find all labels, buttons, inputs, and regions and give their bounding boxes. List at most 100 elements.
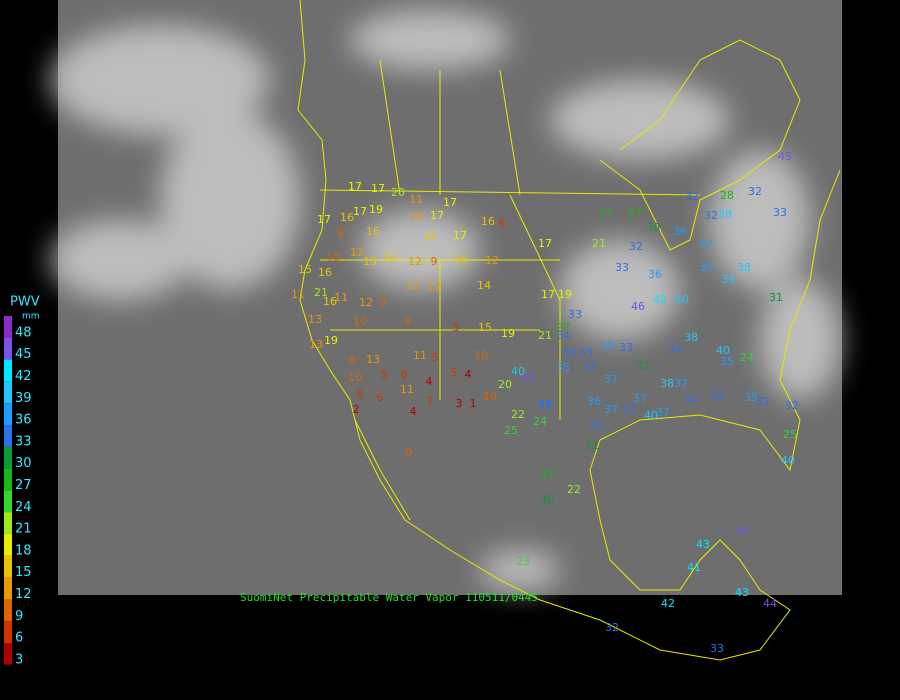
station-value: 11 (334, 291, 348, 304)
station-value: 7 (427, 395, 434, 408)
station-value: 33 (568, 308, 582, 321)
station-value: 10 (474, 349, 488, 362)
station-value: 8 (349, 353, 356, 366)
legend-label: 12 (15, 587, 32, 602)
station-value: 37 (604, 403, 618, 416)
caption: SuomiNet Precipitable Water Vapor 110511… (240, 591, 538, 604)
station-value: 44 (763, 597, 777, 610)
station-value: 36 (673, 225, 687, 238)
station-value: 15 (423, 230, 437, 243)
station-value: 10 (483, 390, 497, 403)
station-value: 35 (720, 355, 734, 368)
station-value: 32 (748, 185, 762, 198)
legend-swatch (4, 425, 12, 447)
station-value: 10 (326, 251, 340, 264)
station-value: 17 (538, 237, 552, 250)
station-value: 32 (785, 399, 799, 412)
station-value: 5 (451, 366, 458, 379)
station-value: 38 (718, 208, 732, 221)
legend-swatch (4, 381, 12, 404)
station-value: 4 (426, 375, 433, 388)
station-value: 17 (348, 180, 362, 193)
legend-swatch (4, 446, 12, 469)
station-value: 40 (644, 409, 658, 422)
station-value: 40 (716, 344, 730, 357)
station-value: 33 (563, 346, 577, 359)
station-value: 33 (615, 261, 629, 274)
station-value: 33 (619, 341, 633, 354)
station-value: 20 (498, 378, 512, 391)
legend-label: 30 (15, 456, 32, 471)
station-value: 36 (587, 395, 601, 408)
station-value: 39 (721, 273, 735, 286)
station-value: 12 (409, 210, 423, 223)
legend-label: 48 (15, 325, 32, 340)
station-value: 33 (538, 399, 552, 412)
station-value: 5 (381, 368, 388, 381)
station-value: 8 (405, 315, 412, 328)
station-value: 9 (380, 295, 387, 308)
station-value: 34 (668, 343, 682, 356)
legend-swatch (4, 316, 12, 338)
station-value: 35 (556, 361, 570, 374)
station-value: 38 (684, 331, 698, 344)
station-value: 25 (783, 428, 797, 441)
station-value: 42 (661, 597, 675, 610)
legend-swatch (4, 577, 12, 600)
station-value: 16 (340, 211, 354, 224)
station-value: 12 (427, 280, 441, 293)
station-value: 12 (485, 254, 499, 267)
legend-swatch (4, 555, 12, 578)
station-value: 15 (298, 263, 312, 276)
station-value: 43 (735, 586, 749, 599)
station-value: 32 (583, 360, 597, 373)
station-value: 15 (478, 321, 492, 334)
station-value: 11 (400, 383, 414, 396)
station-value: 32 (685, 190, 699, 203)
station-value: 27 (628, 207, 642, 220)
station-value: 6 (499, 217, 506, 230)
legend-label: 6 (15, 631, 23, 646)
legend-label: 21 (15, 522, 32, 537)
station-value: 10 (353, 315, 367, 328)
legend-label: 39 (15, 391, 32, 406)
legend-swatch (4, 512, 12, 534)
station-value: 37 (699, 238, 713, 251)
station-value: 17 (453, 229, 467, 242)
station-value: 19 (324, 334, 338, 347)
legend-swatch (4, 490, 12, 513)
legend-swatch (4, 534, 12, 556)
station-value: 5 (432, 351, 439, 364)
station-value: 33 (538, 398, 552, 411)
station-value: 14 (477, 279, 491, 292)
station-value: 38 (737, 261, 751, 274)
station-value: 33 (773, 206, 787, 219)
station-value: 3 (456, 397, 463, 410)
station-value: 33 (710, 642, 724, 655)
station-value: 43 (696, 538, 710, 551)
station-value: 32 (756, 395, 770, 408)
station-value: 22 (511, 408, 525, 421)
legend-swatch (4, 643, 12, 665)
station-value: 27 (556, 321, 570, 334)
station-value: 37 (674, 377, 688, 390)
station-value: 17 (353, 205, 367, 218)
legend-swatch (4, 599, 12, 622)
station-value: 10 (348, 371, 362, 384)
legend-unit: mm (22, 312, 40, 322)
station-value: 27 (599, 207, 613, 220)
clouds (50, 10, 840, 590)
station-value: 19 (369, 203, 383, 216)
station-value: 21 (314, 286, 328, 299)
station-value: 32 (629, 240, 643, 253)
station-value: 1 (470, 397, 477, 410)
station-value: 35 (699, 261, 713, 274)
station-value: 44 (521, 371, 535, 384)
legend-label: 18 (15, 543, 32, 558)
legend-label: 33 (15, 434, 32, 449)
station-value: 40 (675, 293, 689, 306)
coastlines (297, 0, 841, 661)
station-value: 20 (391, 186, 405, 199)
